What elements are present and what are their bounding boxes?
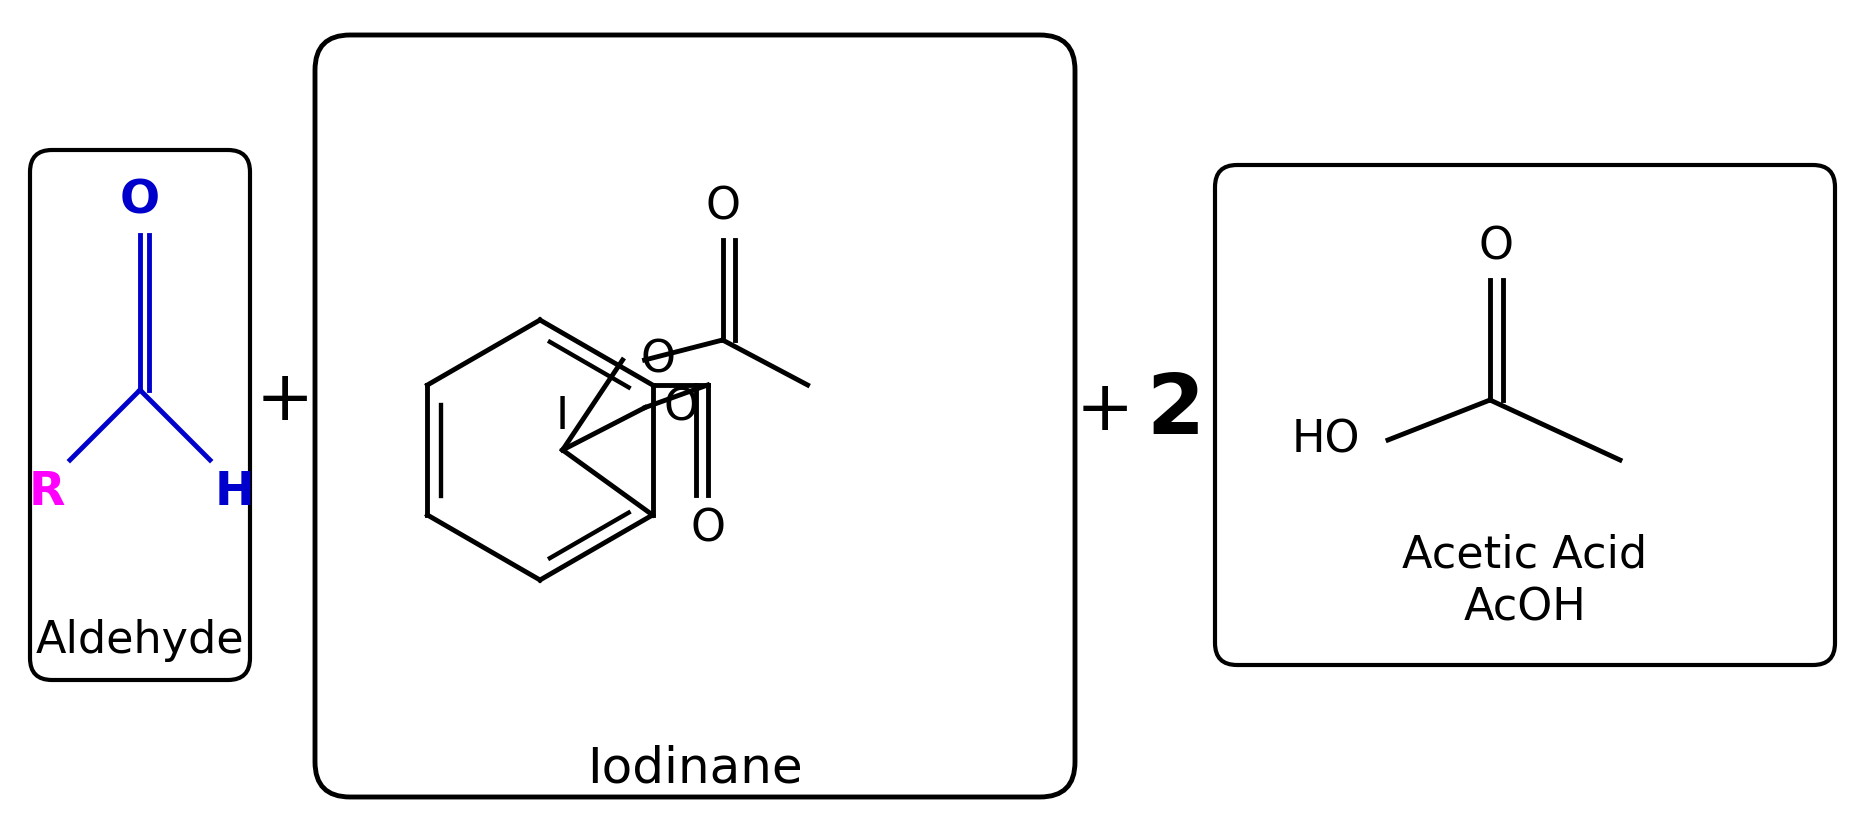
Text: O: O [664,386,699,429]
Text: I: I [556,395,569,438]
FancyBboxPatch shape [30,150,249,680]
Text: Iodinane: Iodinane [587,744,803,792]
Text: HO: HO [1292,418,1361,461]
Text: O: O [705,185,740,228]
Text: 2: 2 [1145,370,1205,450]
Text: H: H [216,470,255,515]
Text: AcOH: AcOH [1463,586,1586,629]
Text: O: O [690,507,725,550]
Text: Acetic Acid: Acetic Acid [1402,533,1647,576]
FancyBboxPatch shape [1216,165,1835,665]
Text: R: R [28,470,65,515]
Text: +: + [1076,376,1134,444]
Text: +: + [257,366,314,433]
Text: O: O [641,339,675,381]
Text: O: O [121,178,160,223]
Text: Aldehyde: Aldehyde [35,618,244,662]
Text: O: O [1478,225,1513,268]
FancyBboxPatch shape [314,35,1075,797]
